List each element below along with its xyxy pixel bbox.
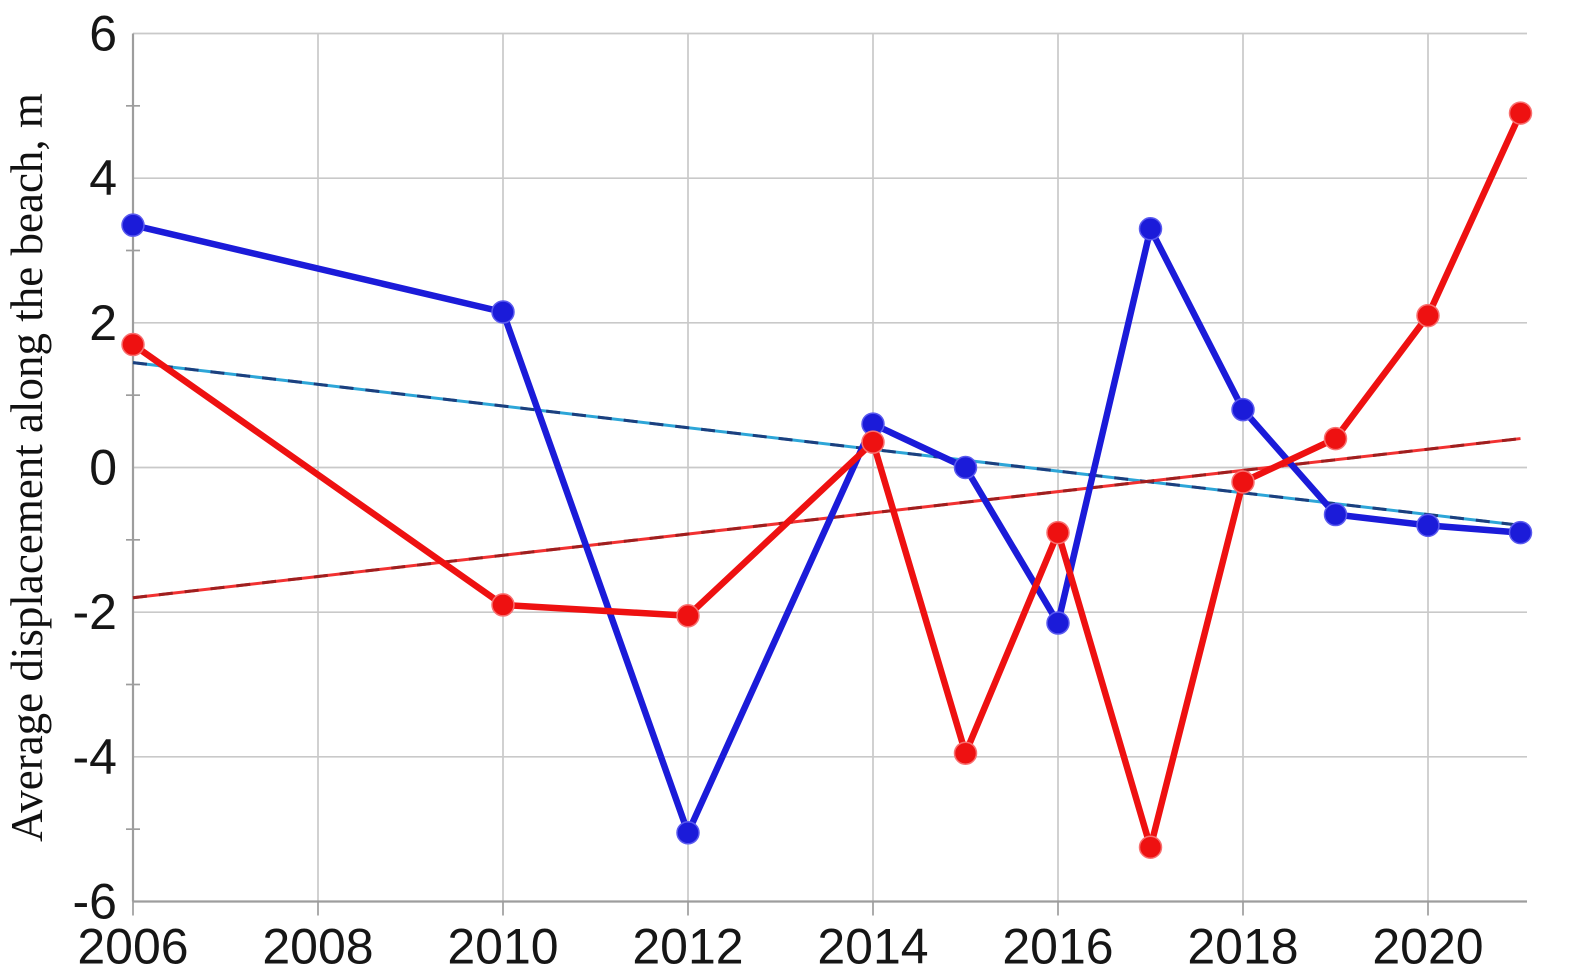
y-tick-label: -6 xyxy=(73,874,117,930)
y-tick-label: -2 xyxy=(73,584,117,640)
data-point-marker xyxy=(1323,502,1348,527)
data-point-marker xyxy=(1138,835,1163,859)
data-point-marker xyxy=(1231,397,1255,422)
x-tick-label: 2012 xyxy=(632,919,743,975)
x-tick-label: 2014 xyxy=(817,919,928,975)
trendline-solid xyxy=(132,361,1521,527)
data-point-marker xyxy=(953,741,978,765)
data-point-marker xyxy=(491,300,515,324)
x-tick-label: 2006 xyxy=(77,919,188,975)
data-point-marker xyxy=(676,604,700,628)
x-tick-label: 2020 xyxy=(1372,919,1483,975)
data-point-marker xyxy=(1416,513,1440,538)
data-point-marker xyxy=(861,430,885,454)
data-point-marker xyxy=(121,213,145,237)
series-line xyxy=(129,109,1524,851)
data-point-marker xyxy=(1046,611,1070,635)
data-point-marker xyxy=(953,455,978,480)
data-point-marker xyxy=(1416,303,1440,328)
x-tick-label: 2010 xyxy=(447,919,558,975)
y-tick-label: -4 xyxy=(73,729,117,785)
data-point-marker xyxy=(1323,426,1348,451)
y-tick-label: 2 xyxy=(89,295,117,351)
x-tick-label: 2008 xyxy=(262,919,373,975)
data-point-marker xyxy=(1231,470,1255,494)
y-tick-label: 6 xyxy=(89,6,117,62)
data-point-marker xyxy=(1508,520,1533,545)
y-axis-title: Average displacement along the beach, m xyxy=(2,93,52,842)
data-point-marker xyxy=(1508,101,1533,125)
x-tick-label: 2018 xyxy=(1187,919,1298,975)
y-tick-label: 4 xyxy=(89,150,117,206)
series-line xyxy=(129,221,1524,837)
data-point-marker xyxy=(676,821,700,845)
y-tick-label: 0 xyxy=(89,440,117,496)
x-tick-label: 2016 xyxy=(1002,919,1113,975)
data-point-marker xyxy=(1138,217,1163,241)
data-point-marker xyxy=(491,593,515,617)
data-point-marker xyxy=(121,332,145,357)
data-point-marker xyxy=(1046,520,1070,545)
